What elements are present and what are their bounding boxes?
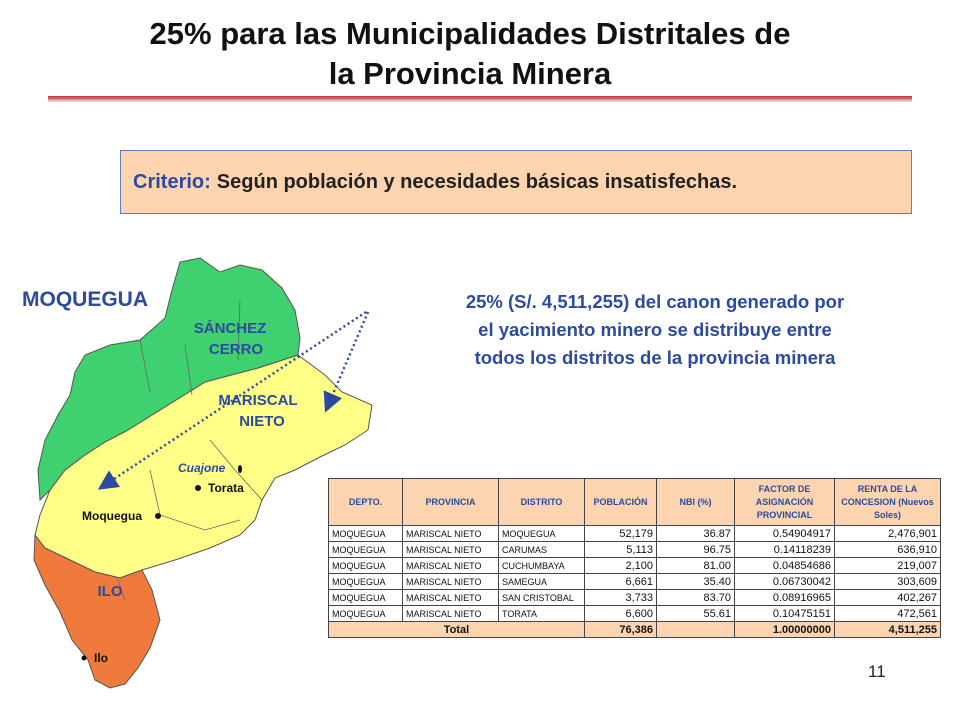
criteria-text: Según población y necesidades básicas in… xyxy=(216,170,738,193)
marker-moquegua xyxy=(155,513,161,519)
label-sanchez-cerro-1: SÁNCHEZ xyxy=(194,320,267,337)
label-mariscal-nieto-2: NIETO xyxy=(239,413,285,430)
header-factor: FACTOR DE ASIGNACIÓN PROVINCIAL xyxy=(734,478,835,526)
district-borders xyxy=(117,299,263,601)
total-label: Total xyxy=(328,621,585,638)
page-number: 11 xyxy=(868,662,886,681)
cell-depto: MOQUEGUA xyxy=(328,525,403,542)
cell-provincia: MARISCAL NIETO xyxy=(402,525,499,542)
cell-renta: 219,007 xyxy=(834,557,941,574)
title-underline xyxy=(48,96,912,100)
cell-depto: MOQUEGUA xyxy=(328,573,403,590)
table-row: MOQUEGUA MARISCAL NIETO SAN CRISTOBAL 3,… xyxy=(328,589,941,606)
cell-depto: MOQUEGUA xyxy=(328,541,403,558)
cell-depto: MOQUEGUA xyxy=(328,605,403,622)
label-mariscal-nieto-1: MARISCAL xyxy=(218,392,297,409)
cell-renta: 472,561 xyxy=(834,605,941,622)
cell-renta: 2,476,901 xyxy=(834,525,941,542)
page-title: 25% para las Municipalidades Distritales… xyxy=(40,14,900,94)
description-line-1: 25% (S/. 4,511,255) del canon generado p… xyxy=(465,291,845,312)
region-sanchez-cerro xyxy=(37,257,301,502)
table-header-row: DEPTO. PROVINCIA DISTRITO POBLACIÓN NBI … xyxy=(328,478,941,526)
total-renta: 4,511,255 xyxy=(834,621,941,638)
cell-nbi: 55.61 xyxy=(656,605,735,622)
label-sanchez-cerro-2: CERRO xyxy=(209,341,264,358)
cell-depto: MOQUEGUA xyxy=(328,557,403,574)
cell-nbi: 96.75 xyxy=(656,541,735,558)
criteria-label: Criterio: xyxy=(133,170,211,193)
cell-factor: 0.54904917 xyxy=(734,525,835,542)
label-ilo: ILO xyxy=(98,583,123,600)
marker-ilo-town xyxy=(81,655,87,661)
region-label: MOQUEGUA xyxy=(22,288,148,311)
cell-renta: 303,609 xyxy=(834,573,941,590)
header-distrito: DISTRITO xyxy=(498,478,585,526)
cell-distrito: SAMEGUA xyxy=(498,573,585,590)
description-line-2: el yacimiento minero se distribuye entre xyxy=(478,319,832,340)
marker-torata xyxy=(195,485,201,491)
table-row: MOQUEGUA MARISCAL NIETO CARUMAS 5,113 96… xyxy=(328,541,941,558)
header-nbi: NBI (%) xyxy=(656,478,735,526)
place-ilo-town: Ilo xyxy=(94,651,108,665)
marker-cuajone xyxy=(238,465,242,473)
cell-distrito: TORATA xyxy=(498,605,585,622)
cell-factor: 0.06730042 xyxy=(734,573,835,590)
title-underline-shadow xyxy=(48,100,912,102)
place-moquegua: Moquegua xyxy=(82,509,142,523)
header-depto: DEPTO. xyxy=(328,478,403,526)
cell-renta: 402,267 xyxy=(834,589,941,606)
table-row: MOQUEGUA MARISCAL NIETO TORATA 6,600 55.… xyxy=(328,605,941,622)
cell-distrito: CARUMAS xyxy=(498,541,585,558)
arrow-to-mariscal-nieto xyxy=(323,311,370,413)
cell-renta: 636,910 xyxy=(834,541,941,558)
cell-poblacion: 52,179 xyxy=(584,525,657,542)
total-factor: 1.00000000 xyxy=(734,621,835,638)
cell-poblacion: 6,600 xyxy=(584,605,657,622)
criteria-box: Criterio: Según población y necesidades … xyxy=(120,150,912,214)
cell-depto: MOQUEGUA xyxy=(328,589,403,606)
distribution-description: 25% (S/. 4,511,255) del canon generado p… xyxy=(395,288,915,372)
cell-factor: 0.04854686 xyxy=(734,557,835,574)
header-provincia: PROVINCIA xyxy=(402,478,499,526)
header-poblacion: POBLACIÓN xyxy=(584,478,657,526)
cell-nbi: 35.40 xyxy=(656,573,735,590)
header-renta: RENTA DE LA CONCESION (Nuevos Soles) xyxy=(834,478,941,526)
cell-factor: 0.08916965 xyxy=(734,589,835,606)
cell-provincia: MARISCAL NIETO xyxy=(402,541,499,558)
cell-nbi: 81.00 xyxy=(656,557,735,574)
title-line-2: la Provincia Minera xyxy=(328,56,612,91)
cell-distrito: CUCHUMBAYA xyxy=(498,557,585,574)
cell-distrito: SAN CRISTOBAL xyxy=(498,589,585,606)
cell-poblacion: 5,113 xyxy=(584,541,657,558)
cell-provincia: MARISCAL NIETO xyxy=(402,557,499,574)
distribution-table: DEPTO. PROVINCIA DISTRITO POBLACIÓN NBI … xyxy=(328,478,941,638)
cell-poblacion: 2,100 xyxy=(584,557,657,574)
cell-distrito: MOQUEGUA xyxy=(498,525,585,542)
cell-provincia: MARISCAL NIETO xyxy=(402,589,499,606)
region-ilo xyxy=(33,533,161,689)
table-row: MOQUEGUA MARISCAL NIETO MOQUEGUA 52,179 … xyxy=(328,525,941,542)
cell-nbi: 36.87 xyxy=(656,525,735,542)
total-nbi-empty xyxy=(656,621,735,638)
table-total-row: Total 76,386 1.00000000 4,511,255 xyxy=(328,621,941,638)
description-line-3: todos los distritos de la provincia mine… xyxy=(474,347,836,368)
place-torata: Torata xyxy=(208,481,244,495)
place-cuajone: Cuajone xyxy=(178,461,226,475)
table-row: MOQUEGUA MARISCAL NIETO SAMEGUA 6,661 35… xyxy=(328,573,941,590)
cell-poblacion: 6,661 xyxy=(584,573,657,590)
cell-factor: 0.10475151 xyxy=(734,605,835,622)
cell-poblacion: 3,733 xyxy=(584,589,657,606)
table-row: MOQUEGUA MARISCAL NIETO CUCHUMBAYA 2,100… xyxy=(328,557,941,574)
cell-provincia: MARISCAL NIETO xyxy=(402,573,499,590)
cell-provincia: MARISCAL NIETO xyxy=(402,605,499,622)
cell-factor: 0.14118239 xyxy=(734,541,835,558)
title-line-1: 25% para las Municipalidades Distritales… xyxy=(149,16,791,51)
total-poblacion: 76,386 xyxy=(584,621,657,638)
cell-nbi: 83.70 xyxy=(656,589,735,606)
